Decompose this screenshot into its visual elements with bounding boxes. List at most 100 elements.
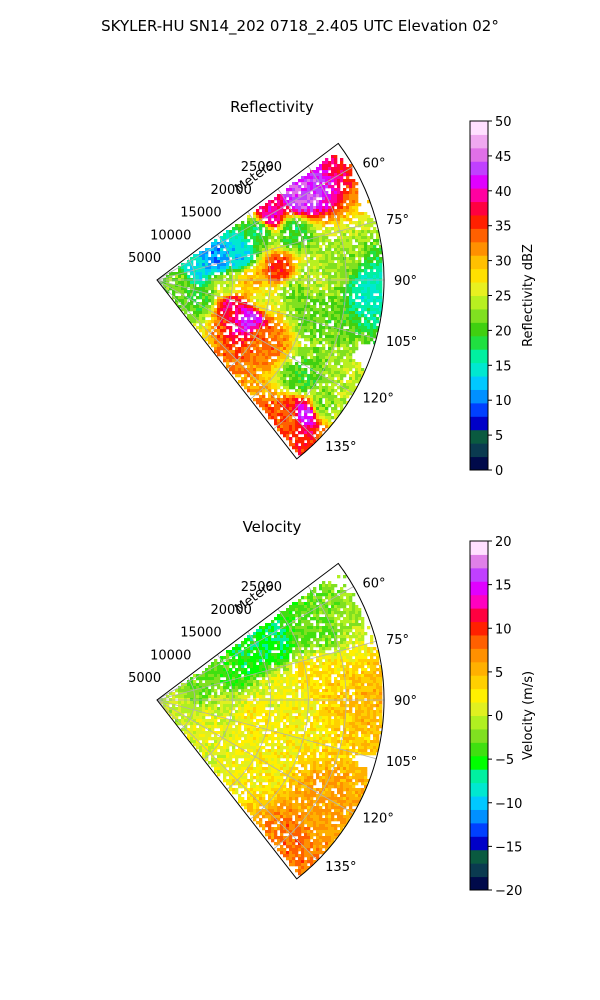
colorbar-segment: [470, 782, 488, 797]
r-tick-label: 20000: [211, 183, 252, 198]
theta-tick-label: 90°: [394, 274, 417, 289]
r-tick-label: 25000: [241, 580, 282, 595]
colorbar-segment: [470, 308, 488, 323]
range-ring: [180, 256, 196, 311]
colorbar-label: Reflectivity dBZ: [521, 244, 536, 347]
panel-title: Reflectivity: [230, 98, 314, 116]
azimuth-gridline: [156, 279, 354, 394]
colorbar-segment: [470, 201, 488, 216]
colorbar-segment: [470, 769, 488, 784]
colorbar-segment: [470, 147, 488, 162]
colorbar-segment: [470, 121, 488, 135]
colorbar-segment: [470, 849, 488, 864]
colorbar-segment: [470, 241, 488, 256]
colorbar-segment: [470, 742, 488, 757]
colorbar-segment: [470, 174, 488, 189]
colorbar-segment: [470, 322, 488, 337]
theta-tick-label: 90°: [394, 694, 417, 709]
range-ring: [273, 585, 347, 850]
colorbar-label: Velocity (m/s): [521, 671, 536, 760]
colorbar-segment: [470, 349, 488, 364]
colorbar-segment: [470, 443, 488, 458]
theta-tick-label: 75°: [386, 633, 409, 648]
colorbar-segment: [470, 554, 488, 569]
colorbar-tick-label: 30: [495, 255, 512, 270]
colorbar-segment: [470, 675, 488, 690]
colorbar-segment: [470, 134, 488, 149]
reflectivity-panel: 60° 75° 90° 105° 120° 135° 5000 10000 15000 20000…: [128, 98, 536, 479]
colorbar-segment: [470, 295, 488, 310]
colorbar-tick-label: 15: [495, 359, 512, 374]
azimuth-gridline: [156, 699, 377, 760]
colorbar-tick-label: −5: [495, 753, 514, 768]
colorbar-segment: [470, 282, 488, 296]
colorbar-segment: [470, 214, 488, 229]
colorbar-segment: [470, 362, 488, 377]
colorbar-segment: [470, 876, 488, 891]
r-tick-label: 15000: [180, 206, 221, 221]
colorbar-tick-label: 40: [495, 185, 512, 200]
r-tick-label: 20000: [211, 603, 252, 618]
colorbar-segment: [470, 188, 488, 203]
colorbar-segment: [470, 702, 488, 716]
colorbar-segment: [470, 836, 488, 851]
colorbar-segment: [470, 335, 488, 350]
colorbar-segment: [470, 863, 488, 878]
colorbar-segment: [470, 621, 488, 636]
colorbar-tick-label: −10: [495, 797, 522, 812]
theta-tick-label: 120°: [363, 812, 394, 827]
theta-tick-label: 105°: [386, 335, 417, 350]
colorbar-segment: [470, 268, 488, 283]
velocity-panel: 60° 75° 90° 105° 120° 135° 5000 10000 15000 20000…: [128, 518, 536, 899]
r-tick-label: 10000: [150, 228, 191, 243]
colorbar-segment: [470, 634, 488, 649]
radar-field: [160, 155, 383, 456]
colorbar-tick-label: 25: [495, 290, 512, 305]
colorbar-segment: [470, 402, 488, 417]
theta-tick-label: 105°: [386, 755, 417, 770]
azimuth-gridline: [156, 279, 377, 340]
colorbar-segment: [470, 809, 488, 824]
colorbar-tick-label: 5: [495, 666, 503, 681]
azimuth-gridline: [156, 640, 377, 701]
colorbar-tick-label: 15: [495, 579, 512, 594]
range-ring: [273, 165, 347, 430]
radar-field: [160, 575, 383, 876]
colorbar-segment: [470, 456, 488, 471]
colorbar-segment: [470, 581, 488, 596]
colorbar-segment: [470, 429, 488, 444]
azimuth-gridline: [156, 279, 318, 441]
colorbar-segment: [470, 796, 488, 810]
colorbar-segment: [470, 228, 488, 243]
colorbar-tick-label: 5: [495, 429, 503, 444]
theta-tick-label: 135°: [325, 860, 356, 875]
colorbar: 0 5 10 15 20 25 30 35 40 45 50 Reflectivity dBZ: [469, 115, 536, 479]
colorbar-segment: [470, 541, 488, 555]
colorbar-segment: [470, 661, 488, 676]
range-ring: [226, 211, 271, 370]
colorbar-segment: [470, 567, 488, 582]
azimuth-gridline: [156, 699, 354, 814]
colorbar: −20 −15 −10 −5 0 5 10 15 20 Velocity (m/s): [469, 535, 536, 899]
range-ring: [203, 234, 234, 340]
colorbar-tick-label: 20: [495, 535, 512, 550]
colorbar-segment: [470, 755, 488, 770]
theta-tick-label: 60°: [363, 157, 386, 172]
range-ring: [249, 188, 309, 400]
colorbar-tick-label: 35: [495, 220, 512, 235]
range-ring: [180, 676, 196, 731]
colorbar-tick-label: 50: [495, 115, 512, 130]
r-tick-label: 15000: [180, 626, 221, 641]
colorbar-segment: [470, 376, 488, 390]
range-ring: [226, 631, 271, 790]
colorbar-tick-label: 10: [495, 394, 512, 409]
colorbar-segment: [470, 255, 488, 270]
azimuth-gridline: [156, 699, 318, 861]
theta-tick-label: 135°: [325, 440, 356, 455]
range-ring: [249, 608, 309, 820]
colorbar-tick-label: 0: [495, 464, 503, 479]
theta-tick-label: 60°: [363, 577, 386, 592]
colorbar-segment: [470, 728, 488, 743]
azimuth-gridline: [156, 220, 377, 281]
